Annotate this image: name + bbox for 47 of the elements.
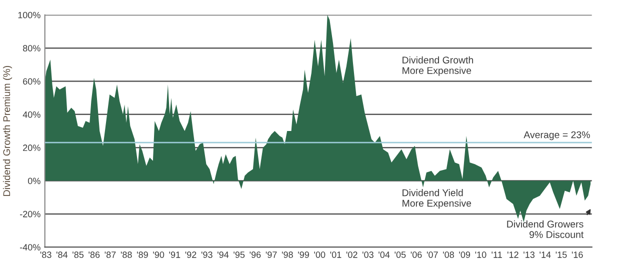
- ref-line-label: Average = 23%: [524, 131, 590, 140]
- annotation: Dividend Growers 9% Discount: [507, 220, 584, 238]
- x-tick-label: '90: [153, 252, 164, 258]
- annotation: Dividend Growth More Expensive: [402, 56, 474, 76]
- y-tick-label: -40%: [20, 244, 40, 250]
- x-tick-label: '13: [524, 252, 535, 258]
- x-tick-label: '96: [250, 252, 261, 258]
- x-tick-label: '05: [394, 252, 406, 258]
- x-tick-label: '09: [459, 252, 470, 258]
- x-tick-label: '94: [218, 252, 229, 258]
- x-tick-label: '07: [426, 252, 438, 258]
- x-tick-label: '87: [104, 252, 116, 258]
- y-axis-title: Dividend Growth Premium (%): [2, 66, 12, 196]
- x-tick-label: '91: [169, 252, 180, 258]
- x-tick-label: '04: [378, 252, 390, 258]
- y-tick-label: 100%: [18, 12, 40, 18]
- x-tick-label: '97: [266, 252, 277, 258]
- x-tick-label: '98: [282, 252, 293, 258]
- x-tick-label: '85: [72, 252, 84, 258]
- y-tick-label: 60%: [23, 78, 40, 85]
- x-tick-label: '86: [88, 252, 100, 258]
- x-tick-label: '93: [201, 252, 212, 258]
- x-tick-label: '06: [410, 252, 422, 258]
- x-tick-label: '12: [508, 252, 518, 258]
- x-tick-label: '03: [362, 252, 374, 258]
- x-tick-label: '15: [556, 252, 567, 258]
- annotation: Dividend Yield More Expensive: [402, 189, 472, 209]
- x-tick-label: '89: [137, 252, 148, 258]
- x-tick-label: '83: [40, 252, 52, 258]
- x-tick-label: '11: [492, 252, 502, 258]
- x-tick-label: '92: [185, 252, 196, 258]
- y-tick-label: 0%: [28, 178, 40, 184]
- x-tick-label: '84: [56, 252, 68, 258]
- x-tick-label: '95: [234, 252, 245, 258]
- x-tick-label: '88: [120, 252, 132, 258]
- x-tick-label: '02: [346, 252, 358, 258]
- x-tick-label: '01: [330, 252, 342, 258]
- y-tick-label: 80%: [23, 45, 40, 52]
- y-tick-label: -20%: [20, 210, 40, 218]
- y-tick-label: 20%: [23, 144, 40, 151]
- x-tick-label: '14: [540, 252, 551, 258]
- x-tick-label: '08: [443, 252, 454, 258]
- y-tick-label: 40%: [22, 111, 40, 118]
- x-tick-label: '16: [572, 252, 583, 258]
- x-tick-label: '00: [314, 252, 326, 258]
- x-tick-label: '10: [475, 252, 486, 258]
- x-tick-label: '99: [298, 252, 309, 258]
